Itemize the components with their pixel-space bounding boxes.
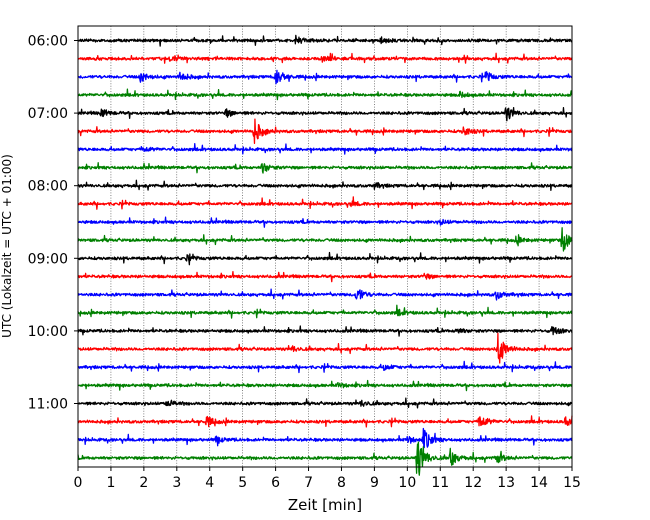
trace-0645 <box>77 88 573 101</box>
trace-0615 <box>77 52 573 64</box>
x-tick-label: 9 <box>370 475 379 491</box>
trace-0630 <box>77 69 573 85</box>
grid-lines <box>110 26 540 467</box>
x-tick-label: 4 <box>205 475 214 491</box>
trace-0745 <box>77 162 573 174</box>
plot-frame <box>77 25 573 468</box>
trace-0845 <box>77 227 573 252</box>
x-tick-label: 0 <box>74 475 83 491</box>
x-tick-label: 5 <box>238 475 247 491</box>
y-tick-label: 07:00 <box>28 106 68 122</box>
trace-1015 <box>77 332 573 364</box>
y-tick-label: 11:00 <box>28 397 68 413</box>
x-tick-label: 10 <box>398 475 416 491</box>
x-tick-label: 15 <box>563 475 581 491</box>
trace-0700 <box>77 107 573 122</box>
trace-0600 <box>77 34 573 47</box>
trace-0930 <box>77 288 573 301</box>
trace-0815 <box>77 196 573 210</box>
y-tick-label: 09:00 <box>28 251 68 267</box>
trace-0915 <box>77 270 573 283</box>
trace-1130 <box>77 427 573 449</box>
y-tick-label: 06:00 <box>28 34 68 50</box>
trace-1045 <box>77 379 573 392</box>
y-tick-label: 08:00 <box>28 179 68 195</box>
trace-0715 <box>77 118 573 145</box>
x-tick-label: 1 <box>106 475 115 491</box>
x-tick-label: 7 <box>304 475 313 491</box>
x-tick-label: 11 <box>431 475 449 491</box>
x-tick-label: 8 <box>337 475 346 491</box>
x-tick-label: 14 <box>530 475 548 491</box>
trace-0800 <box>77 179 573 192</box>
trace-0945 <box>77 304 573 319</box>
trace-rows <box>77 34 573 476</box>
trace-1000 <box>77 325 573 337</box>
y-tick-label: 10:00 <box>28 324 68 340</box>
y-axis-label: UTC (Lokalzeit = UTC + 01:00) <box>0 154 14 338</box>
trace-1115 <box>77 415 573 428</box>
x-tick-label: 12 <box>464 475 482 491</box>
trace-1145 <box>77 441 573 476</box>
x-tick-label: 13 <box>497 475 515 491</box>
trace-0830 <box>77 216 573 228</box>
x-axis-ticks: 0 1 2 3 4 5 6 7 8 9 10 11 12 13 14 15 <box>74 467 581 491</box>
x-axis-label: Zeit [min] <box>288 496 362 514</box>
x-tick-label: 3 <box>172 475 181 491</box>
x-tick-label: 6 <box>271 475 280 491</box>
trace-0730 <box>77 142 573 155</box>
trace-0900 <box>77 251 573 266</box>
y-axis-ticks: 06:00 07:00 08:00 09:00 10:00 11:00 <box>28 34 78 413</box>
x-tick-label: 2 <box>139 475 148 491</box>
trace-1030 <box>77 360 573 374</box>
trace-1100 <box>77 397 573 409</box>
